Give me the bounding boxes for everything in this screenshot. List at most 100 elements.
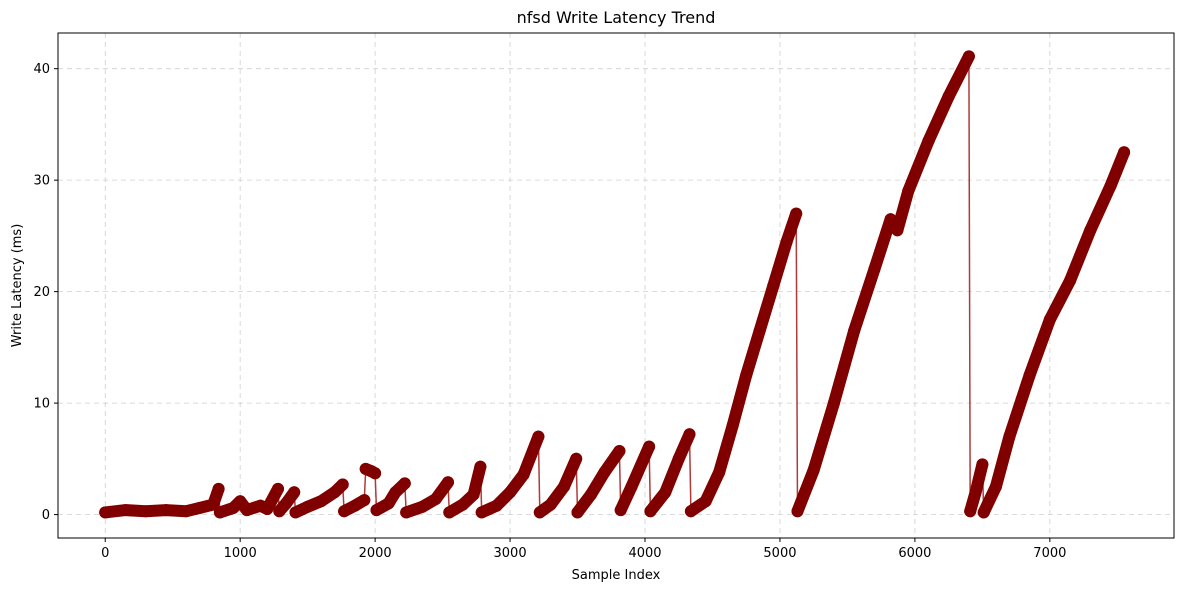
tick-layer: 0 1000 2000 3000 4000 5000 6000 7000 0 10 20 30 40: [33, 62, 1066, 561]
data-point: [533, 506, 546, 519]
data-point: [315, 495, 328, 508]
data-point: [544, 498, 557, 511]
data-point: [977, 506, 990, 519]
data-point: [1064, 274, 1077, 287]
x-tick-label: 1000: [224, 546, 257, 561]
data-point: [99, 506, 112, 519]
data-point: [240, 504, 253, 517]
x-axis-title: Sample Index: [572, 568, 661, 583]
y-tick-label: 10: [33, 397, 50, 412]
data-point: [456, 498, 469, 511]
data-point: [234, 495, 247, 508]
data-point: [416, 500, 429, 513]
data-point: [570, 452, 583, 465]
grid: [58, 33, 1174, 538]
plot-frame: [57, 32, 1175, 539]
data-point: [119, 504, 132, 517]
data-point: [1003, 430, 1016, 443]
data-point: [429, 493, 442, 505]
data-point: [989, 480, 1002, 493]
data-point: [358, 494, 371, 507]
data-point: [180, 505, 193, 518]
data-point: [726, 419, 739, 432]
data-point: [558, 480, 570, 493]
data-point: [301, 500, 314, 513]
data-point: [659, 486, 672, 499]
data-point: [827, 397, 840, 410]
data-point: [273, 505, 286, 518]
data-point: [193, 501, 206, 514]
data-point: [490, 499, 503, 512]
data-point: [328, 486, 341, 499]
data-point: [398, 477, 411, 490]
data-point: [467, 488, 480, 501]
data-point: [1043, 313, 1056, 326]
data-point: [272, 482, 284, 495]
data-point: [382, 497, 395, 510]
y-tick-label: 40: [33, 62, 50, 77]
series-0: [99, 50, 1131, 519]
data-point: [613, 445, 626, 457]
marker-band: [443, 460, 487, 519]
data-point: [922, 135, 935, 148]
data-point: [585, 488, 597, 501]
data-point: [1084, 224, 1097, 237]
marker-band: [571, 445, 626, 519]
data-point: [1104, 179, 1117, 192]
data-point: [807, 464, 820, 476]
data-point: [369, 467, 382, 480]
data-point: [740, 369, 753, 382]
data-point: [207, 498, 220, 511]
data-point: [474, 460, 487, 473]
y-tick-label: 20: [33, 285, 50, 300]
data-point: [902, 185, 915, 198]
series-layer: [99, 50, 1131, 519]
data-point: [348, 499, 361, 512]
data-point: [868, 263, 881, 276]
data-point: [699, 495, 712, 508]
data-point: [532, 430, 545, 443]
data-point: [160, 504, 172, 517]
y-axis-title: Write Latency (ms): [10, 224, 25, 348]
data-point: [289, 506, 302, 519]
marker-band: [644, 428, 696, 518]
data-point: [336, 478, 349, 491]
data-point: [625, 480, 638, 493]
data-point: [884, 213, 897, 226]
x-tick-label: 2000: [359, 546, 392, 561]
data-point: [598, 466, 611, 479]
marker-band: [533, 452, 583, 519]
data-point: [443, 506, 456, 519]
data-point: [962, 50, 975, 63]
x-tick-label: 0: [101, 546, 109, 561]
x-tick-label: 3000: [494, 546, 527, 561]
y-tick-label: 30: [33, 174, 50, 189]
data-point: [370, 504, 383, 517]
data-point: [753, 324, 766, 337]
data-point: [288, 486, 301, 499]
data-point: [389, 486, 402, 499]
data-point: [891, 224, 904, 237]
data-point: [976, 458, 989, 471]
y-tick-label: 0: [42, 508, 50, 523]
data-point: [683, 428, 696, 441]
marker-band: [791, 50, 975, 518]
data-point: [969, 486, 982, 499]
data-point: [1023, 369, 1036, 382]
data-point: [791, 505, 804, 518]
data-point: [139, 505, 152, 518]
data-point: [213, 506, 226, 519]
data-point: [780, 235, 793, 248]
data-point: [672, 452, 685, 465]
data-point: [212, 482, 225, 495]
data-point: [942, 90, 955, 103]
data-point: [644, 505, 657, 518]
data-point: [1118, 146, 1131, 159]
data-point: [643, 440, 656, 453]
data-point: [767, 280, 780, 293]
data-point: [848, 324, 861, 337]
data-point: [338, 505, 351, 518]
x-tick-label: 6000: [898, 546, 931, 561]
marker-band: [400, 476, 454, 519]
